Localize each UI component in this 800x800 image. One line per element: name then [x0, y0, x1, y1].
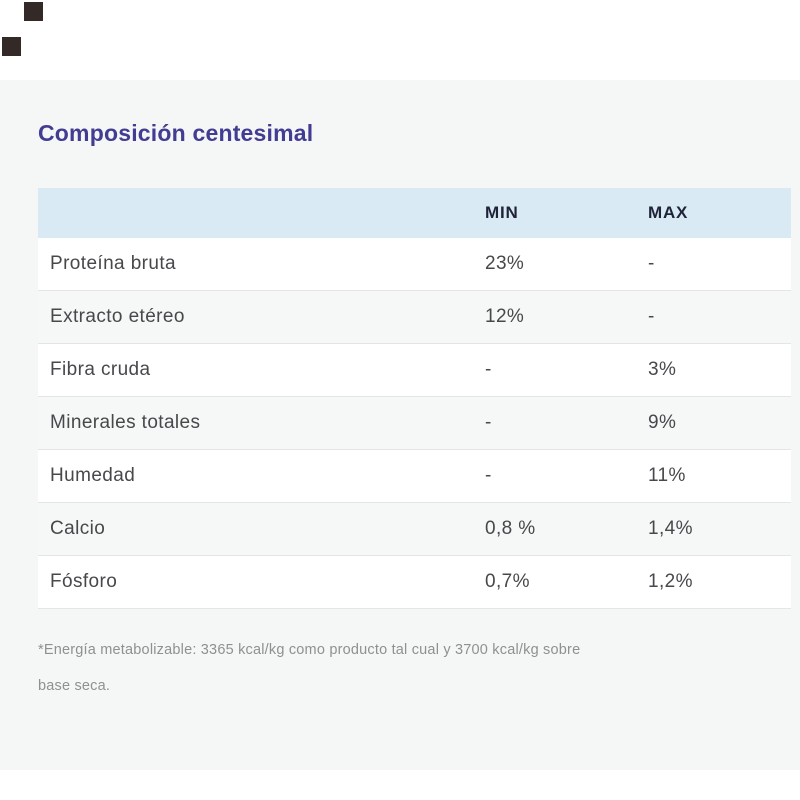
row-label: Humedad: [50, 465, 136, 486]
row-max-value: 1,4%: [648, 518, 693, 539]
table-row: Fibra cruda - 3%: [38, 344, 791, 397]
row-label: Minerales totales: [50, 412, 201, 433]
row-min-value: 23%: [485, 253, 525, 274]
section-title: Composición centesimal: [38, 120, 314, 146]
corner-square-left: [2, 37, 21, 56]
row-label: Fósforo: [50, 571, 118, 592]
table-row: Fósforo 0,7% 1,2%: [38, 556, 791, 609]
row-label: Proteína bruta: [50, 253, 177, 274]
row-max-value: -: [648, 253, 655, 274]
table-body: Proteína bruta 23% - Extracto etéreo 12%…: [38, 238, 791, 609]
row-min-value: 0,7%: [485, 571, 530, 592]
table-row: Proteína bruta 23% -: [38, 238, 791, 291]
footnote-line-2: base seca.: [38, 678, 111, 694]
row-max-value: 1,2%: [648, 571, 693, 592]
row-min-value: -: [485, 412, 492, 433]
footnote: *Energía metabolizable: 3365 kcal/kg com…: [38, 632, 580, 704]
table-row: Minerales totales - 9%: [38, 397, 791, 450]
table-row: Calcio 0,8 % 1,4%: [38, 503, 791, 556]
footnote-line-1: *Energía metabolizable: 3365 kcal/kg com…: [38, 642, 581, 658]
composition-table: MIN MAX Proteína bruta 23% - Extracto et…: [38, 188, 791, 609]
row-max-value: 9%: [648, 412, 677, 433]
row-label: Extracto etéreo: [50, 306, 185, 327]
row-label: Fibra cruda: [50, 359, 151, 380]
row-max-value: 3%: [648, 359, 677, 380]
row-max-value: 11%: [648, 465, 686, 486]
table-row: Extracto etéreo 12% -: [38, 291, 791, 344]
column-header-max: MAX: [648, 203, 689, 222]
corner-square-top: [24, 2, 43, 21]
row-min-value: -: [485, 359, 492, 380]
table-row: Humedad - 11%: [38, 450, 791, 503]
row-min-value: 12%: [485, 306, 525, 327]
column-header-min: MIN: [485, 203, 519, 222]
content-panel: Composición centesimal MIN MAX Proteína …: [0, 80, 800, 770]
row-label: Calcio: [50, 518, 106, 539]
row-min-value: 0,8 %: [485, 518, 536, 539]
table-header-row: MIN MAX: [38, 188, 791, 238]
row-max-value: -: [648, 306, 655, 327]
row-min-value: -: [485, 465, 492, 486]
